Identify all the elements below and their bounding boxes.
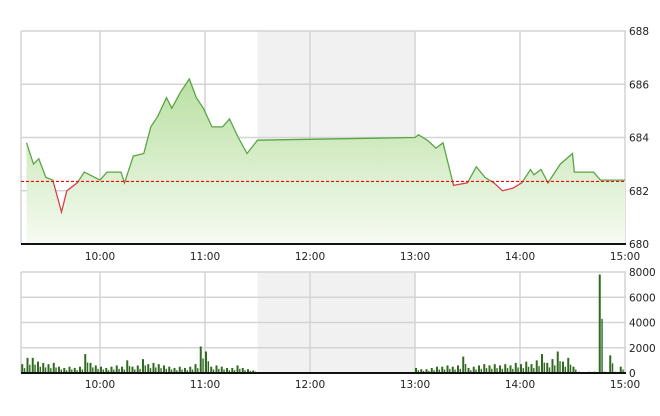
volume-bar <box>447 365 449 373</box>
volume-bar <box>515 363 517 373</box>
volume-bar <box>494 364 496 373</box>
volume-bar <box>559 361 560 373</box>
volume-bar <box>126 360 128 373</box>
volume-bar <box>552 359 554 373</box>
volume-bar <box>200 346 202 373</box>
volume-bar <box>90 363 92 373</box>
volume-bar <box>129 366 130 373</box>
x-tick-label: 12:00 <box>295 251 325 263</box>
y-tick-label: 684 <box>629 133 649 145</box>
volume-bar <box>612 363 613 373</box>
volume-bar <box>84 354 86 373</box>
volume-bar <box>499 365 501 373</box>
volume-bar <box>525 362 527 373</box>
volume-bar <box>489 365 491 373</box>
volume-bar <box>570 365 571 373</box>
volume-bar <box>483 364 485 373</box>
volume-bar <box>557 352 559 373</box>
volume-bar <box>567 358 569 373</box>
volume-bar <box>237 365 239 373</box>
y-tick-label: 4000 <box>629 318 656 330</box>
volume-bar <box>538 366 539 373</box>
price-panel: 680 682 684 686 688 10:00 11:00 12:00 13:00 14:00… <box>21 26 649 263</box>
volume-bar <box>504 364 506 373</box>
volume-bar <box>520 364 522 373</box>
x-tick-label: 13:00 <box>400 251 430 263</box>
volume-bar <box>153 363 155 373</box>
x-tick-label: 14:00 <box>505 251 535 263</box>
volume-bar <box>536 360 538 373</box>
volume-bar <box>609 355 611 373</box>
x-tick-label: 12:00 <box>295 379 325 391</box>
volume-bar <box>87 363 88 373</box>
y-tick-label: 688 <box>629 26 649 38</box>
y-tick-label: 680 <box>629 239 649 251</box>
volume-bar <box>163 365 165 373</box>
volume-bar <box>462 357 464 373</box>
x-tick-label: 11:00 <box>190 379 220 391</box>
x-tick-label: 10:00 <box>85 251 115 263</box>
volume-bar <box>195 364 197 373</box>
volume-bar <box>562 362 564 373</box>
y-tick-label: 682 <box>629 186 649 198</box>
volume-bar <box>37 362 39 373</box>
y-tick-label: 6000 <box>629 292 656 304</box>
y-tick-label: 2000 <box>629 343 656 355</box>
volume-bar <box>601 319 602 373</box>
volume-bar <box>145 365 146 373</box>
volume-bar <box>216 365 218 373</box>
x-tick-label: 11:00 <box>190 251 220 263</box>
x-tick-label: 15:00 <box>610 379 640 391</box>
volume-bar <box>53 363 55 373</box>
volume-bar <box>42 363 44 373</box>
x-tick-label: 13:00 <box>400 379 430 391</box>
volume-bar <box>546 363 548 373</box>
x-tick-label: 15:00 <box>610 251 640 263</box>
x-tick-label: 10:00 <box>85 379 115 391</box>
volume-bar <box>29 365 30 373</box>
volume-bar <box>510 365 512 373</box>
volume-bar <box>208 361 209 373</box>
volume-bar <box>32 358 34 373</box>
volume-bar <box>205 352 207 373</box>
volume-bar <box>457 365 459 373</box>
volume-bar <box>478 365 480 373</box>
y-tick-label: 686 <box>629 79 649 91</box>
volume-bar <box>27 358 29 373</box>
x-tick-label: 14:00 <box>505 379 535 391</box>
volume-bar <box>147 364 149 373</box>
volume-bar <box>599 275 601 373</box>
volume-bar <box>95 365 97 373</box>
volume-bar <box>137 365 139 373</box>
volume-bar <box>48 364 50 373</box>
volume-bar <box>554 365 555 373</box>
volume-bar <box>531 364 533 373</box>
volume-bar <box>465 364 466 373</box>
volume-bar <box>544 363 545 373</box>
volume-bar <box>158 364 160 373</box>
volume-bar <box>541 354 543 373</box>
volume-bar <box>21 364 23 373</box>
y-tick-label: 8000 <box>629 267 656 279</box>
volume-bar <box>202 358 203 373</box>
volume-bar <box>34 365 35 373</box>
volume-bar <box>142 359 144 373</box>
volume-bar <box>116 365 118 373</box>
